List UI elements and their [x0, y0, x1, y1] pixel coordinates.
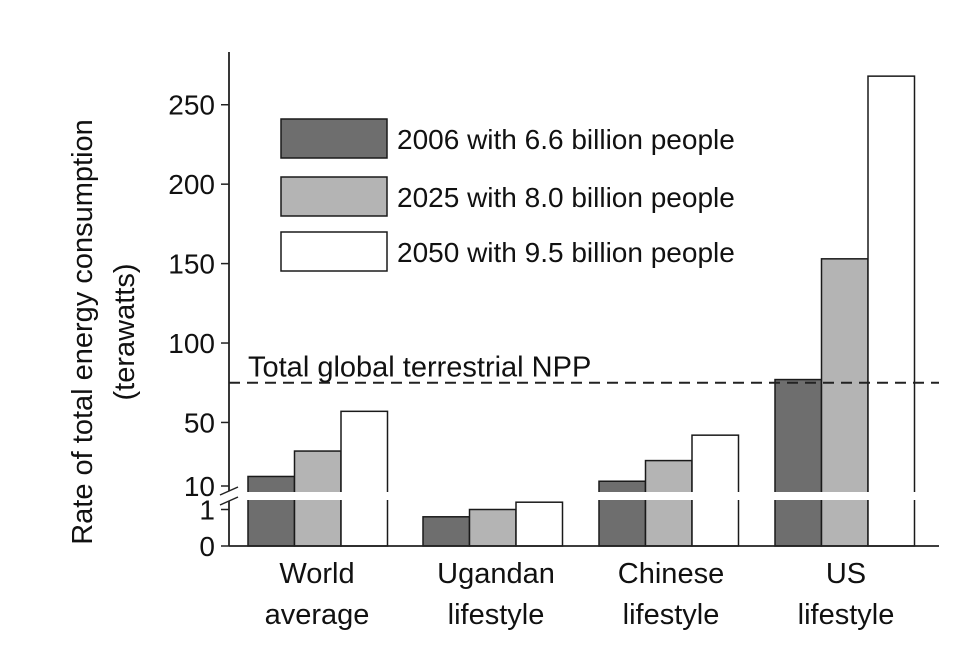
y-tick-label: 100	[168, 328, 215, 359]
legend: 2006 with 6.6 billion people 2025 with 8.…	[280, 118, 735, 272]
bar	[867, 75, 916, 547]
y-tick-label: 150	[168, 249, 215, 280]
bar	[340, 410, 389, 547]
y-tick-label: 1	[199, 495, 215, 526]
x-tick-label: US	[826, 558, 866, 590]
bar	[820, 258, 869, 547]
y-tick-label: 0	[199, 531, 215, 562]
legend-label: 2050 with 9.5 billion people	[397, 237, 735, 268]
axis-break-mark	[219, 486, 239, 496]
legend-swatch	[280, 118, 388, 159]
bar	[515, 501, 564, 547]
x-tick-label: lifestyle	[798, 599, 895, 631]
y-axis-unit: (terawatts)	[109, 264, 141, 401]
x-tick-label: Ugandan	[437, 558, 555, 590]
legend-swatch	[280, 231, 388, 272]
axis-layer: 10 50 100 150 200 250 0 1 Total global terrestri…	[168, 52, 939, 562]
bar	[247, 475, 296, 547]
bar	[598, 480, 647, 547]
y-tick-label: 10	[184, 471, 215, 502]
legend-label: 2006 with 6.6 billion people	[397, 124, 735, 155]
x-tick-label: lifestyle	[623, 599, 720, 631]
legend-swatch	[280, 176, 388, 217]
y-tick-label: 250	[168, 90, 215, 121]
labels-layer: Rate of total energy consumption (terawa…	[67, 119, 894, 631]
x-tick-label: average	[265, 599, 370, 631]
bar	[691, 434, 740, 547]
bar	[774, 378, 823, 547]
x-tick-label: World	[279, 558, 354, 590]
bar	[468, 508, 517, 547]
bar	[644, 459, 693, 547]
y-tick-label: 200	[168, 169, 215, 200]
axis-break-band	[227, 492, 941, 500]
reference-line-label: Total global terrestrial NPP	[248, 352, 591, 384]
y-axis-title: Rate of total energy consumption	[67, 119, 99, 545]
x-tick-label: Chinese	[618, 558, 724, 590]
bar	[422, 516, 471, 547]
x-tick-label: lifestyle	[448, 599, 545, 631]
axis-break-mark	[219, 496, 239, 506]
y-tick-label: 50	[184, 407, 215, 438]
legend-label: 2025 with 8.0 billion people	[397, 182, 735, 213]
bars-layer	[227, 75, 941, 547]
